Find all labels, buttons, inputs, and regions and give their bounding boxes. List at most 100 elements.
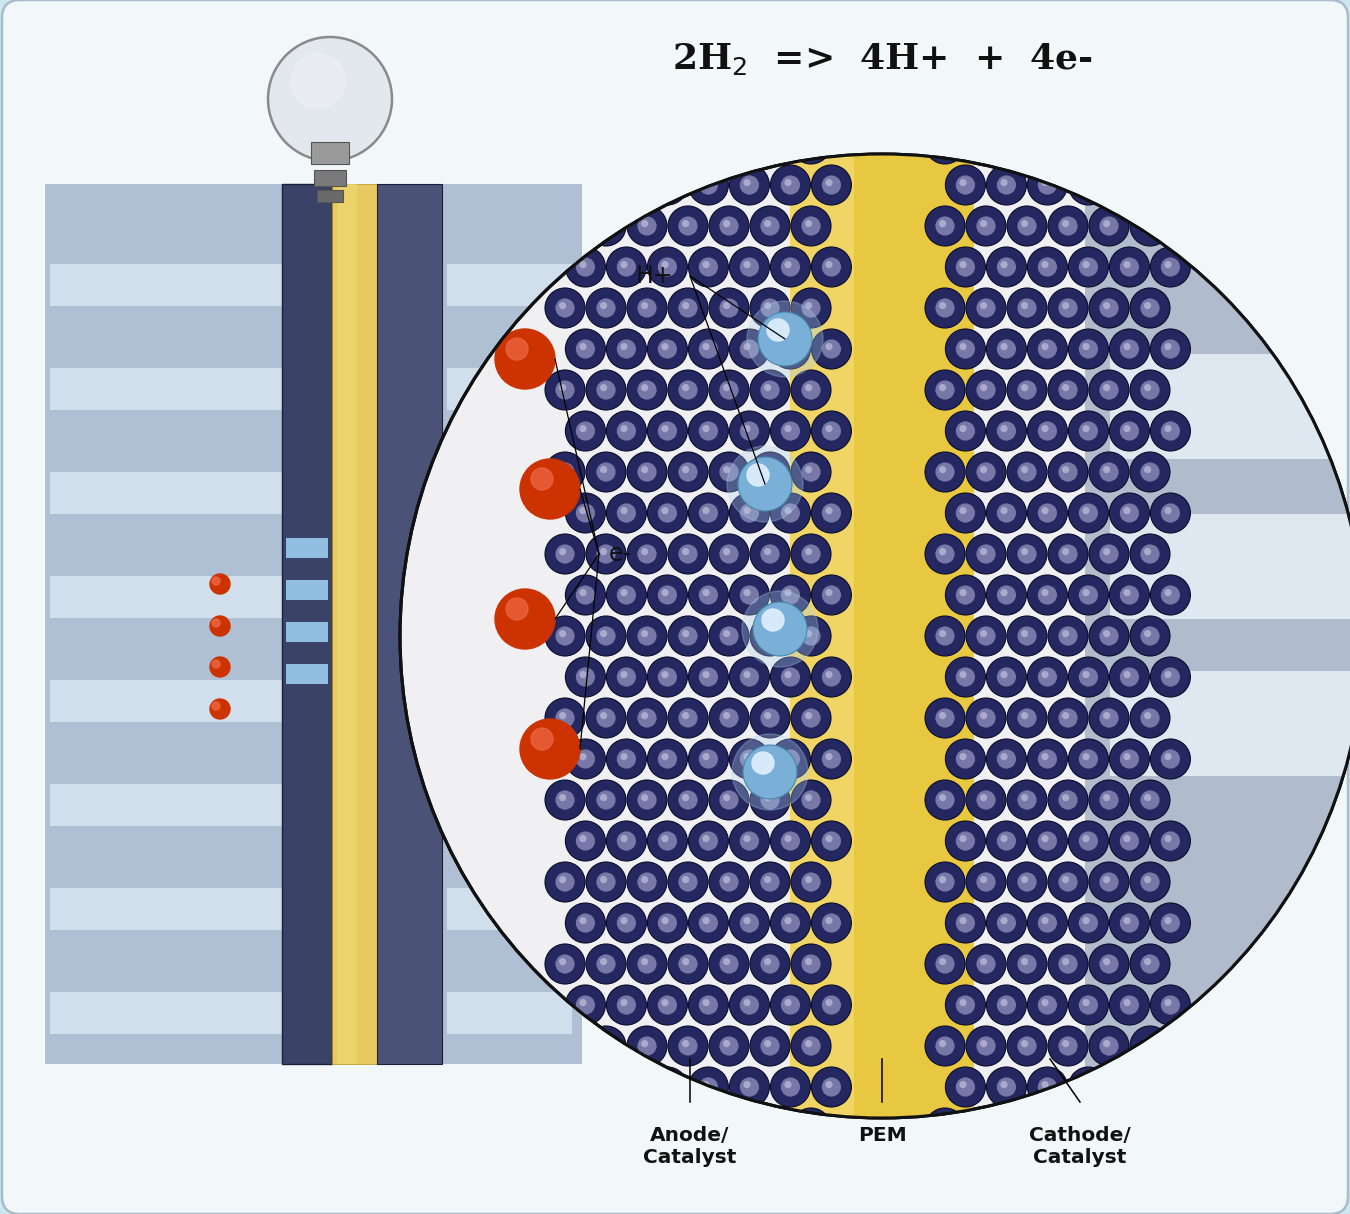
Circle shape (956, 257, 975, 277)
Circle shape (641, 711, 648, 719)
Circle shape (621, 178, 628, 186)
Circle shape (555, 544, 575, 563)
Circle shape (1068, 329, 1108, 369)
Circle shape (1048, 288, 1088, 328)
Circle shape (980, 711, 987, 719)
Circle shape (709, 781, 749, 819)
Circle shape (724, 220, 730, 227)
Circle shape (555, 1118, 575, 1138)
Circle shape (688, 985, 729, 1025)
Circle shape (576, 995, 595, 1015)
Text: PEM: PEM (857, 1127, 906, 1145)
Circle shape (400, 154, 1350, 1118)
Circle shape (599, 711, 608, 719)
Circle shape (976, 216, 995, 236)
Circle shape (936, 216, 954, 236)
Circle shape (702, 261, 710, 268)
Circle shape (1068, 739, 1108, 779)
Circle shape (751, 370, 790, 410)
Circle shape (1143, 466, 1152, 473)
FancyBboxPatch shape (338, 185, 358, 1063)
Circle shape (802, 626, 821, 646)
Circle shape (688, 1067, 729, 1107)
Circle shape (668, 615, 707, 656)
Circle shape (1143, 877, 1152, 884)
Circle shape (699, 257, 718, 277)
Circle shape (752, 751, 774, 775)
Circle shape (699, 749, 718, 768)
Circle shape (791, 206, 832, 246)
Circle shape (940, 958, 946, 965)
Circle shape (576, 257, 595, 277)
Circle shape (559, 1040, 566, 1048)
Circle shape (1099, 135, 1119, 154)
Circle shape (586, 1108, 626, 1148)
Circle shape (586, 124, 626, 164)
Circle shape (925, 862, 965, 902)
Circle shape (1119, 504, 1139, 522)
Circle shape (1130, 944, 1170, 985)
Circle shape (956, 749, 975, 768)
Circle shape (791, 534, 832, 574)
Circle shape (211, 657, 230, 677)
Circle shape (1150, 903, 1191, 943)
Circle shape (1161, 585, 1180, 605)
Circle shape (987, 903, 1026, 943)
Circle shape (729, 657, 769, 697)
FancyBboxPatch shape (50, 887, 296, 930)
Circle shape (1041, 344, 1049, 350)
Circle shape (822, 832, 841, 851)
Circle shape (702, 425, 710, 432)
Circle shape (720, 380, 738, 399)
Circle shape (648, 739, 687, 779)
Circle shape (1079, 257, 1098, 277)
Circle shape (1018, 709, 1037, 727)
Circle shape (626, 124, 667, 164)
Circle shape (1083, 97, 1089, 104)
Circle shape (702, 999, 710, 1006)
Circle shape (744, 261, 751, 268)
Circle shape (679, 135, 698, 154)
Circle shape (811, 329, 852, 369)
Circle shape (637, 626, 656, 646)
Circle shape (606, 739, 647, 779)
Circle shape (1150, 412, 1191, 450)
Circle shape (545, 288, 585, 328)
Circle shape (956, 668, 975, 687)
Circle shape (520, 459, 580, 520)
Circle shape (555, 380, 575, 399)
Circle shape (784, 1080, 791, 1088)
Circle shape (936, 709, 954, 727)
Circle shape (1083, 835, 1089, 843)
Circle shape (1165, 425, 1172, 432)
Circle shape (751, 615, 790, 656)
FancyBboxPatch shape (790, 144, 973, 1128)
Circle shape (976, 873, 995, 891)
Circle shape (648, 903, 687, 943)
Circle shape (1027, 575, 1068, 615)
Circle shape (1165, 507, 1172, 515)
Circle shape (1099, 709, 1119, 727)
Circle shape (1119, 749, 1139, 768)
Circle shape (579, 835, 587, 843)
Circle shape (1141, 135, 1160, 154)
Circle shape (967, 615, 1006, 656)
Circle shape (744, 753, 751, 760)
Circle shape (212, 702, 220, 710)
Circle shape (1141, 463, 1160, 482)
Circle shape (811, 493, 852, 533)
Text: 2H$_2$  =>  4H+  +  4e-: 2H$_2$ => 4H+ + 4e- (671, 41, 1092, 76)
Circle shape (688, 575, 729, 615)
Circle shape (980, 794, 987, 801)
Circle shape (729, 493, 769, 533)
Circle shape (1018, 135, 1037, 154)
Circle shape (576, 749, 595, 768)
Circle shape (1141, 954, 1160, 974)
Circle shape (679, 1118, 698, 1138)
Circle shape (791, 615, 832, 656)
Circle shape (720, 954, 738, 974)
Circle shape (1161, 668, 1180, 687)
Circle shape (641, 877, 648, 884)
Circle shape (668, 944, 707, 985)
Circle shape (668, 1026, 707, 1066)
